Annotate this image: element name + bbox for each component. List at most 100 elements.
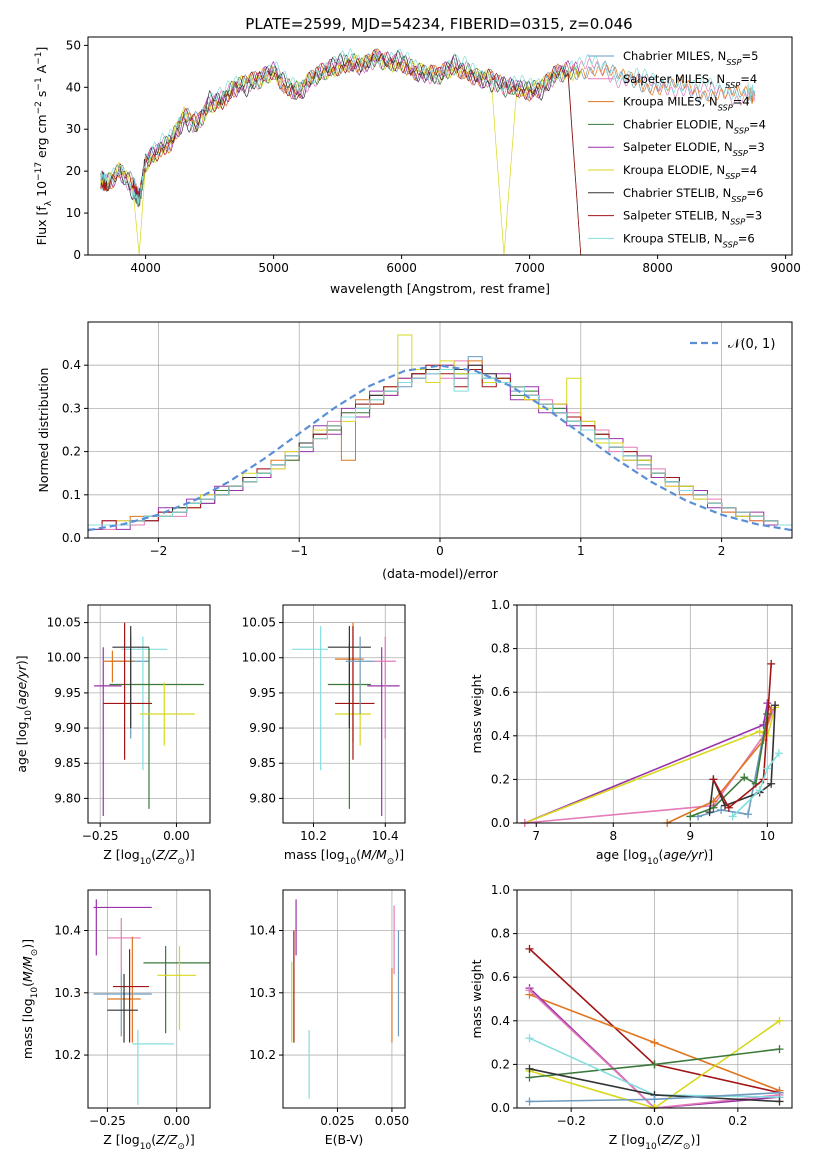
massweight_vs_Z-ytick-label: 1.0: [491, 883, 510, 897]
massweight_vs_Z-ytick-label: 0.0: [491, 1101, 510, 1115]
mass_vs_Z-ytick-label: 10.2: [54, 1048, 81, 1062]
spectrum-ytick-label: 20: [66, 164, 81, 178]
massweight_vs_Z-series-marker: [525, 1064, 534, 1073]
spectrum-xtick-label: 4000: [130, 261, 161, 275]
massweight_vs_Z-ylabel: mass weight: [469, 959, 484, 1038]
age_vs_Z-ytick-label: 10.00: [47, 651, 81, 665]
residuals-ytick-label: 0.1: [62, 488, 81, 502]
massweight_vs_age-ylabel: mass weight: [469, 674, 484, 753]
spectrum-legend-label: Kroupa MILES, NSSP=4: [623, 95, 750, 113]
age_vs_Z-ytick-label: 9.95: [54, 686, 81, 700]
massweight_vs_age-series-marker: [767, 659, 776, 668]
massweight_vs_age-series-line: [712, 663, 772, 809]
massweight_vs_age-series-line: [524, 705, 776, 824]
residuals-ytick-label: 0.4: [62, 358, 81, 372]
massweight_vs_age-series-line: [524, 700, 772, 824]
spectrum-legend-label: Salpeter STELIB, NSSP=3: [623, 209, 762, 227]
age_vs_mass-xtick-label: 10.2: [300, 829, 327, 843]
massweight_vs_age-series-line: [524, 707, 776, 824]
spectrum-ytick-label: 0: [73, 248, 81, 262]
spectrum-series-line: [100, 52, 582, 207]
massweight_vs_age-series-marker: [686, 812, 695, 821]
massweight_vs_age-series-marker: [724, 803, 733, 812]
residuals-xtick-label: −1: [290, 544, 308, 558]
age_vs_mass-ytick-label: 9.85: [249, 756, 276, 770]
mass_vs_Z-frame: [87, 889, 211, 1109]
age_vs_Z-ytick-label: 9.85: [54, 756, 81, 770]
age_vs_Z-ylabel: age [log10(age/yr)]: [14, 655, 34, 772]
age_vs_mass-ytick-label: 9.80: [249, 791, 276, 805]
mass_vs_Z-ytick-label: 10.3: [54, 986, 81, 1000]
age_vs_mass-frame: [282, 604, 406, 824]
massweight_vs_Z-series-marker: [650, 1095, 659, 1104]
massweight_vs_Z-series-marker: [525, 1097, 534, 1106]
massweight_vs_age-ytick-label: 0.0: [491, 816, 510, 830]
massweight_vs_age-ytick-label: 0.4: [491, 729, 510, 743]
residuals-ytick-label: 0.3: [62, 401, 81, 415]
massweight_vs_age-xtick-label: 10: [760, 829, 775, 843]
spectrum-ytick-label: 30: [66, 122, 81, 136]
spectrum-panel: 4000 5000 6000 7000 8000 9000 0 10 20 30 40 50 wavel…: [34, 36, 801, 296]
massweight_vs_Z-xtick-label: −0.2: [557, 1114, 586, 1128]
massweight_vs_Z-panel: −0.2 0.0 0.2 0.0 0.2 0.4 0.6 0.8 1.0 Z [log10(Z/Z…: [469, 883, 793, 1152]
spectrum-xtick-label: 5000: [258, 261, 289, 275]
spectrum-series-line: [100, 49, 582, 255]
mass_vs_Z-panel: −0.25 0.00 10.2 10.3 10.4 Z [log10(Z/Z⊙)] mass…: [20, 889, 211, 1152]
residuals-normal-curve: [87, 364, 793, 532]
massweight_vs_age-series-marker: [755, 786, 764, 795]
age_vs_mass-xtick-label: 10.4: [372, 829, 399, 843]
residuals-ylabel: Normed distribution: [36, 368, 51, 493]
massweight_vs_age-ytick-label: 1.0: [491, 598, 510, 612]
massweight_vs_Z-xlabel: Z [log10(Z/Z⊙)]: [609, 1132, 700, 1152]
age_vs_Z-xtick-label: 0.00: [163, 829, 190, 843]
spectrum-xlabel: wavelength [Angstrom, rest frame]: [330, 281, 550, 296]
spectrum-legend-label: Kroupa STELIB, NSSP=6: [623, 231, 755, 249]
massweight_vs_age-xtick-label: 7: [532, 829, 540, 843]
massweight_vs_age-series-line: [708, 705, 776, 813]
massweight_vs_age-series-line: [732, 752, 780, 818]
massweight_vs_age-series-marker: [763, 699, 772, 708]
age_vs_Z-xlabel: Z [log10(Z/Z⊙)]: [103, 847, 194, 867]
massweight_vs_Z-ytick-label: 0.8: [491, 927, 510, 941]
massweight_vs_age-panel: 7 8 9 10 0.0 0.2 0.4 0.6 0.8 1.0 age [log10(age/yr…: [469, 598, 793, 867]
massweight_vs_Z-series-marker: [775, 1045, 784, 1054]
massweight_vs_age-series-marker: [763, 764, 772, 773]
massweight_vs_Z-series-marker: [775, 1097, 784, 1106]
age_vs_mass-ytick-label: 9.90: [249, 721, 276, 735]
massweight_vs_age-xtick-label: 9: [686, 829, 694, 843]
residuals-panel: −2 −1 0 1 2 0.0 0.1 0.2 0.3 0.4 (data-model)/error…: [36, 321, 793, 581]
residuals-ytick-label: 0.0: [62, 531, 81, 545]
spectrum-legend-label: Salpeter MILES, NSSP=4: [623, 72, 757, 90]
massweight_vs_Z-series-marker: [650, 1060, 659, 1069]
mass_vs_Z-xtick-label: −0.25: [89, 1114, 126, 1128]
massweight_vs_age-ytick-label: 0.6: [491, 685, 510, 699]
spectrum-legend-label: Chabrier STELIB, NSSP=6: [623, 186, 763, 204]
massweight_vs_age-series-marker: [771, 701, 780, 710]
residuals-xtick-label: 0: [436, 544, 444, 558]
mass_vs_ebv-panel: 0.025 0.050 10.2 10.3 10.4 E(B-V): [249, 889, 409, 1147]
massweight_vs_age-series-line: [697, 713, 769, 818]
mass_vs_ebv-xlabel: E(B-V): [325, 1132, 364, 1147]
spectrum-ytick-label: 10: [66, 206, 81, 220]
massweight_vs_age-series-marker: [717, 805, 726, 814]
mass_vs_Z-xlabel: Z [log10(Z/Z⊙)]: [103, 1132, 194, 1152]
age_vs_Z-ytick-label: 10.05: [47, 616, 81, 630]
spectrum-xtick-label: 6000: [386, 261, 417, 275]
massweight_vs_Z-ytick-label: 0.6: [491, 970, 510, 984]
massweight_vs_Z-series-marker: [525, 986, 534, 995]
mass_vs_ebv-frame: [282, 889, 406, 1109]
spectrum-xtick-label: 7000: [514, 261, 545, 275]
massweight_vs_Z-series-marker: [525, 1034, 534, 1043]
massweight_vs_age-frame: [516, 604, 793, 824]
age_vs_mass-ytick-label: 9.95: [249, 686, 276, 700]
massweight_vs_Z-xtick-label: 0.0: [645, 1114, 664, 1128]
spectrum-xtick-label: 9000: [770, 261, 801, 275]
age_vs_mass-ytick-label: 10.00: [242, 651, 276, 665]
massweight_vs_age-series-marker: [744, 810, 753, 819]
massweight_vs_Z-series-marker: [525, 1073, 534, 1082]
mass_vs_ebv-xtick-label: 0.025: [320, 1114, 354, 1128]
age_vs_Z-frame: [87, 604, 211, 824]
spectrum-ytick-label: 40: [66, 80, 81, 94]
figure-title: PLATE=2599, MJD=54234, FIBERID=0315, z=0…: [245, 15, 632, 33]
